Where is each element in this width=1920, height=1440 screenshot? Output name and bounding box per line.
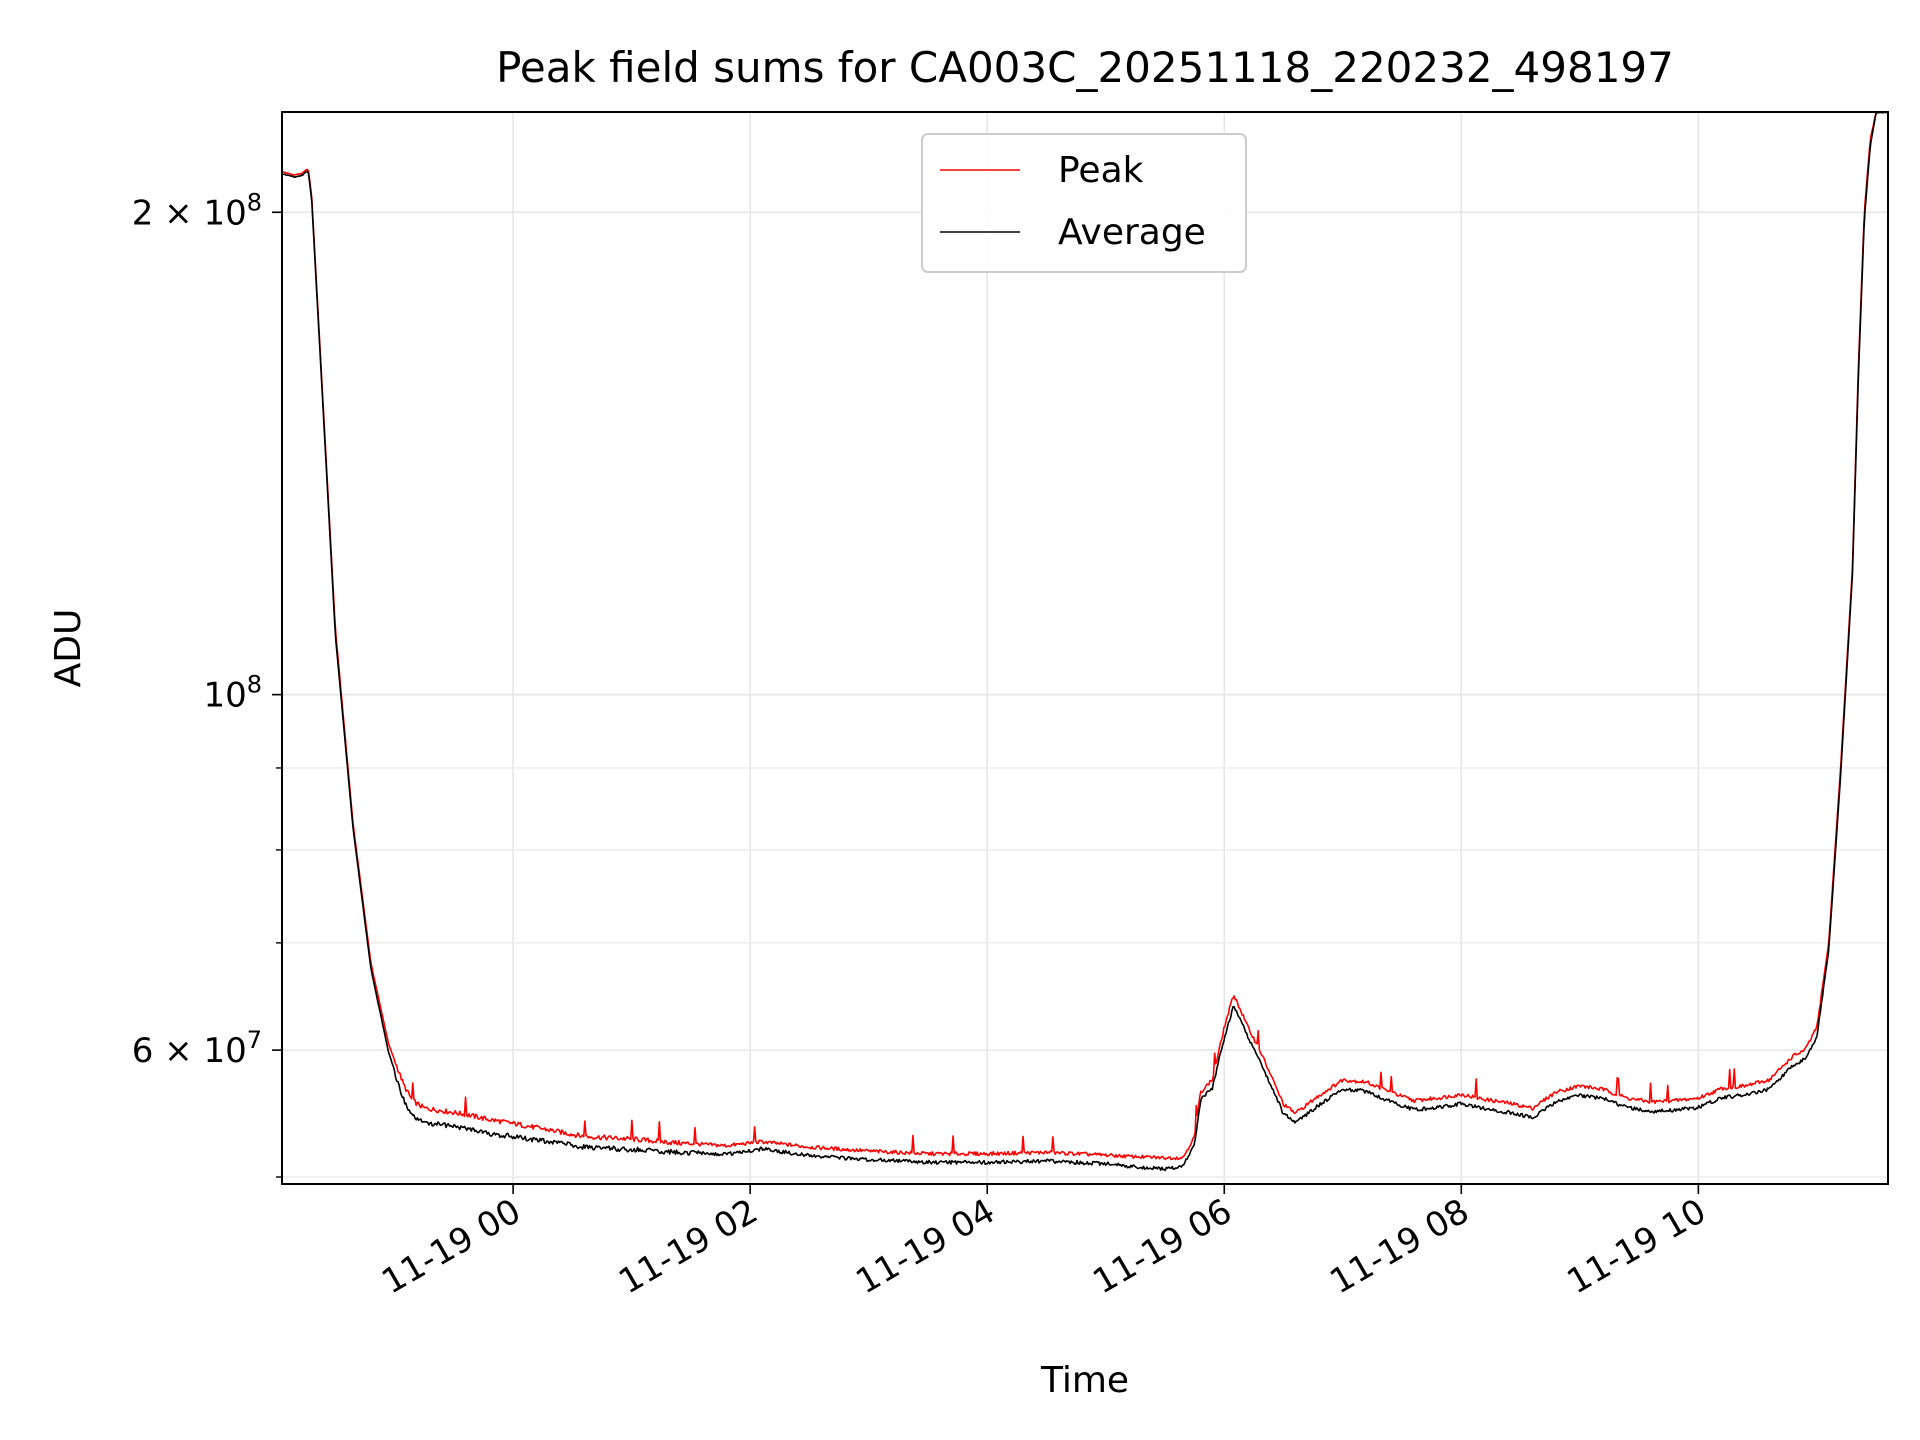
legend-label-average: Average <box>1058 212 1206 253</box>
series-line-peak <box>282 112 1888 1161</box>
x-axis-title: Time <box>1040 1360 1129 1401</box>
legend-box <box>921 133 1247 273</box>
y-tick-label: 108 <box>203 671 262 716</box>
plot-frame <box>281 111 1889 1185</box>
y-axis-title: ADU <box>48 609 89 688</box>
chart-title: Peak field sums for CA003C_20251118_2202… <box>496 43 1674 92</box>
series-layer <box>282 112 1888 1172</box>
series-line-average <box>282 112 1888 1172</box>
y-tick-label: 6 × 107 <box>132 1026 262 1071</box>
legend-label-peak: Peak <box>1058 150 1144 191</box>
y-tick-label: 2 × 108 <box>132 188 262 233</box>
legend: Peak Average <box>921 133 1247 273</box>
grid <box>282 112 1888 1184</box>
